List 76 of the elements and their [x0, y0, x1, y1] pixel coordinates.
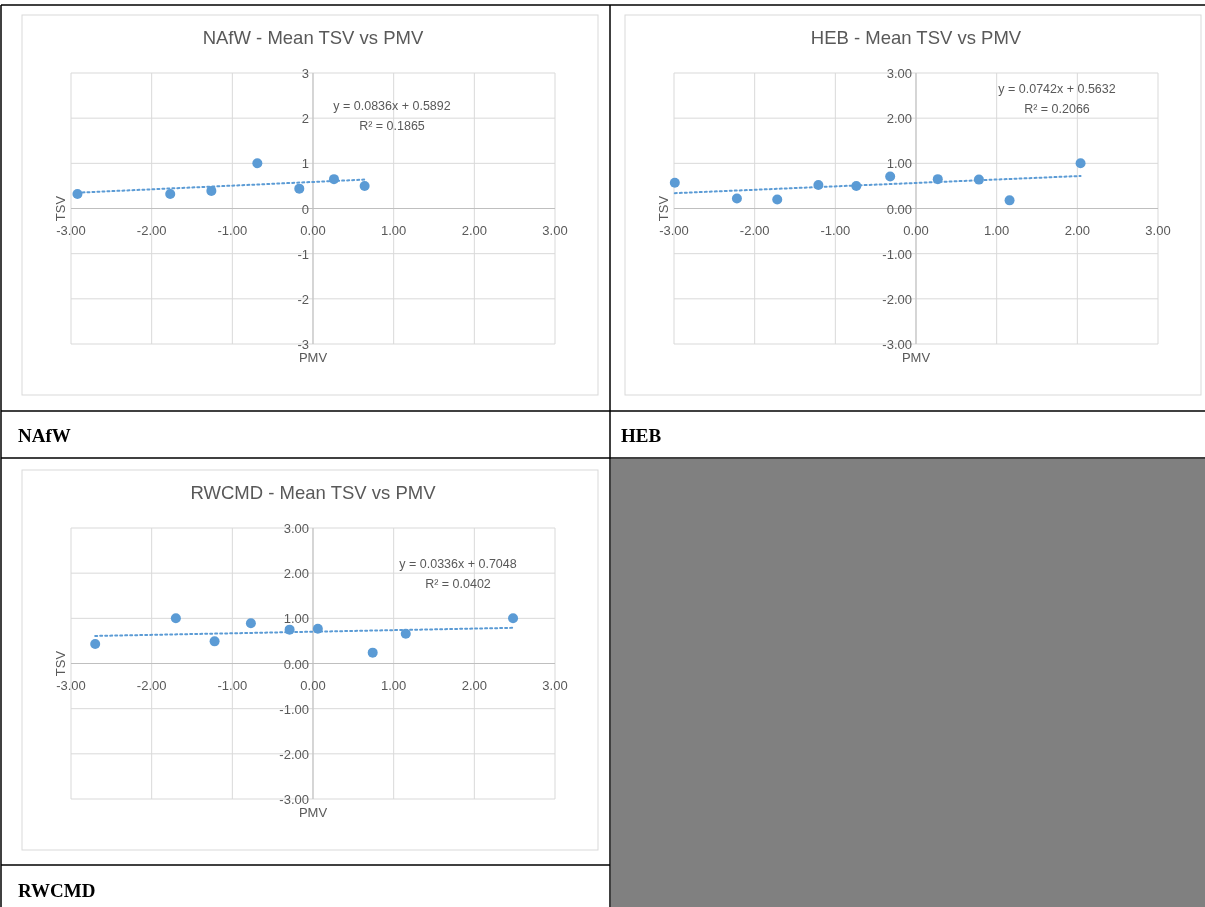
point — [245, 618, 256, 629]
y-tick-label: -2 — [297, 291, 309, 307]
y-tick-label: -1 — [297, 246, 309, 262]
text: HEB — [621, 425, 662, 446]
x-tick-label: 1.00 — [381, 677, 407, 693]
y-tick-label: 2.00 — [886, 111, 912, 127]
point — [731, 193, 742, 204]
y-tick-label: 1 — [301, 156, 309, 172]
y-tick-label: 0.00 — [283, 656, 309, 672]
x-tick-label: -1.00 — [217, 677, 248, 693]
x-tick-label: 2.00 — [461, 677, 487, 693]
x-tick-label: -2.00 — [739, 222, 770, 238]
point — [367, 647, 378, 658]
text: NAfW — [18, 425, 71, 446]
y-tick-label: -2.00 — [279, 746, 309, 762]
x-tick-label: -1.00 — [820, 222, 851, 238]
chart-title: RWCMD - Mean TSV vs PMV — [190, 482, 437, 503]
y-tick-label: -3 — [297, 337, 309, 352]
x-tick-label: -2.00 — [136, 222, 167, 238]
y-axis-title: TSV — [53, 650, 68, 677]
point — [1075, 158, 1086, 169]
y-tick-label: 0 — [301, 201, 309, 217]
y-tick-label: 1.00 — [283, 611, 309, 627]
x-tick-label: 2.00 — [1064, 222, 1090, 238]
x-axis-title: PMV — [901, 350, 931, 365]
y-tick-label: 3.00 — [283, 521, 309, 536]
x-tick-label: 2.00 — [461, 222, 487, 238]
point — [508, 613, 519, 624]
point — [669, 177, 680, 188]
y-tick-label: -1.00 — [882, 246, 912, 262]
y-tick-label: 0.00 — [886, 201, 912, 217]
x-axis-title: PMV — [298, 350, 328, 365]
chart-title: HEB - Mean TSV vs PMV — [810, 27, 1022, 48]
point — [170, 613, 181, 624]
y-tick-label: 2.00 — [283, 566, 309, 582]
y-tick-label: -3.00 — [882, 337, 912, 352]
annotation: R² = 0.2066 — [1024, 102, 1090, 116]
point — [885, 171, 896, 182]
x-tick-label: 3.00 — [1145, 222, 1171, 238]
chart-title: NAfW - Mean TSV vs PMV — [202, 27, 424, 48]
y-tick-label: -2.00 — [882, 291, 912, 307]
point — [165, 189, 176, 200]
x-tick-label: 3.00 — [542, 222, 568, 238]
x-tick-label: -3.00 — [56, 222, 86, 238]
annotation: y = 0.0742x + 0.5632 — [998, 82, 1116, 96]
x-tick-label: 1.00 — [381, 222, 407, 238]
annotation: y = 0.0336x + 0.7048 — [399, 557, 517, 571]
text: RWCMD — [18, 880, 96, 901]
y-tick-label: 1.00 — [886, 156, 912, 172]
point — [359, 180, 370, 191]
y-tick-label: 3.00 — [886, 66, 912, 81]
point — [72, 189, 83, 200]
y-tick-label: -3.00 — [279, 792, 309, 807]
x-axis-title: PMV — [298, 805, 328, 820]
x-tick-label: 1.00 — [984, 222, 1010, 238]
point — [772, 194, 783, 205]
annotation: y = 0.0836x + 0.5892 — [333, 99, 451, 113]
x-tick-label: -3.00 — [56, 677, 86, 693]
annotation: R² = 0.1865 — [359, 119, 425, 133]
x-tick-label: 0.00 — [903, 222, 929, 238]
x-tick-label: -2.00 — [136, 677, 167, 693]
annotation: R² = 0.0402 — [425, 577, 491, 591]
point — [252, 158, 263, 169]
y-axis-title: TSV — [656, 195, 671, 222]
y-tick-label: 2 — [301, 111, 309, 127]
x-tick-label: -3.00 — [659, 222, 689, 238]
x-tick-label: 3.00 — [542, 677, 568, 693]
x-tick-label: -1.00 — [217, 222, 248, 238]
point — [294, 183, 305, 194]
y-tick-label: -1.00 — [279, 701, 309, 717]
point — [1004, 195, 1015, 206]
point — [206, 185, 217, 196]
point — [209, 636, 220, 647]
y-axis-title: TSV — [53, 195, 68, 222]
point — [90, 639, 101, 650]
y-tick-label: 3 — [301, 66, 309, 81]
